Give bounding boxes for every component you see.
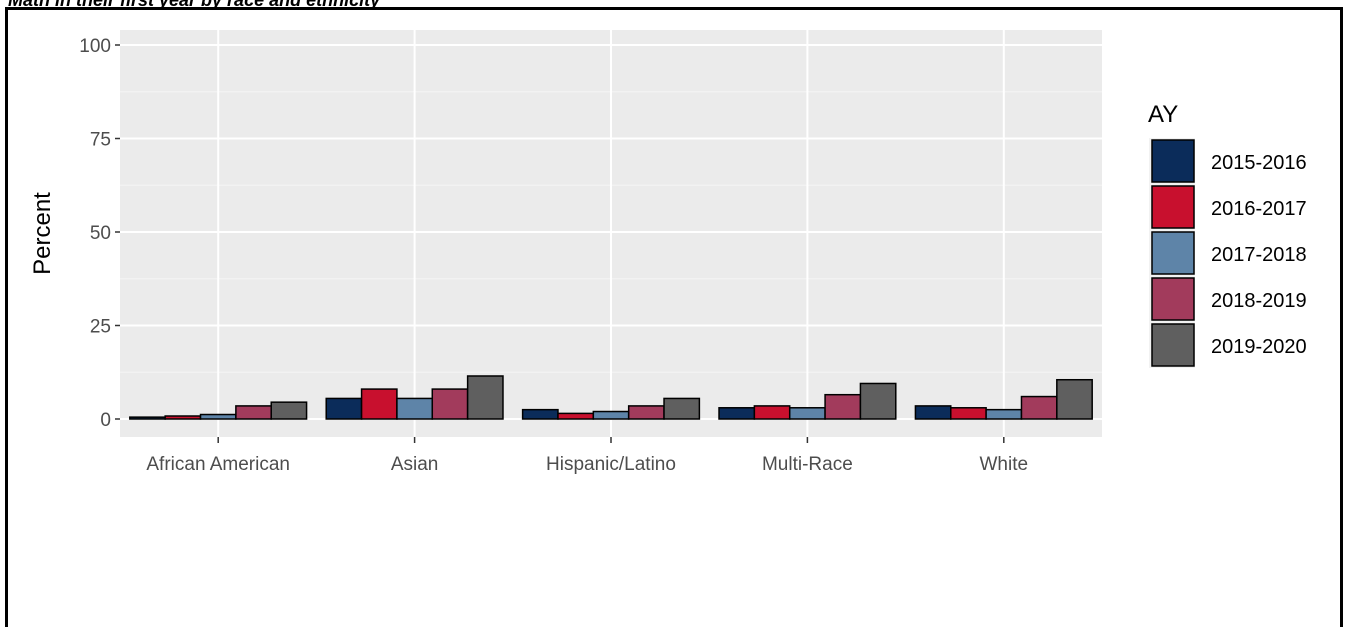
bar (164, 415, 202, 420)
legend-label: 2019-2020 (1211, 336, 1307, 358)
legend-label: 2018-2019 (1211, 290, 1307, 312)
bar (985, 408, 1023, 420)
bar (824, 393, 862, 420)
bar-chart: 0 25 50 75 100 African American Asian Hispanic/… (29, 30, 1307, 475)
y-tick-label: 50 (90, 223, 111, 244)
bar (1020, 395, 1058, 420)
y-tick-label: 100 (79, 36, 111, 57)
legend-title: AY (1148, 101, 1178, 128)
x-tick-label: Asian (391, 454, 439, 475)
bar (950, 407, 987, 420)
bar (1056, 378, 1093, 420)
bar (199, 413, 237, 420)
bar (753, 405, 791, 420)
bar (325, 397, 363, 420)
bar (914, 405, 952, 420)
legend-label: 2017-2018 (1211, 244, 1307, 266)
y-axis-label: Percent (29, 192, 56, 275)
y-tick-label: 0 (100, 410, 111, 431)
legend-swatch (1151, 323, 1195, 367)
bar (663, 397, 701, 420)
legend-swatch (1151, 185, 1195, 229)
x-tick-label: Hispanic/Latino (546, 454, 676, 475)
figure-caption: Math in their first year by race and eth… (8, 0, 381, 10)
bar (521, 408, 559, 420)
x-tick-label: Multi-Race (762, 454, 853, 475)
bar (859, 382, 897, 420)
bar (431, 388, 469, 420)
y-tick-label: 75 (90, 130, 111, 151)
legend-swatch (1151, 139, 1195, 183)
legend-swatch (1151, 277, 1195, 321)
bar (466, 375, 504, 420)
legend-label: 2016-2017 (1211, 198, 1307, 220)
x-tick-label: African American (146, 454, 290, 475)
bar (270, 401, 308, 420)
bar (235, 405, 272, 420)
bar (592, 410, 630, 420)
figure-frame (5, 7, 1343, 627)
bar (788, 407, 826, 420)
bar (360, 388, 398, 420)
bar (396, 397, 434, 420)
bar (627, 405, 665, 420)
y-tick-label: 25 (90, 317, 111, 338)
x-tick-label: White (980, 454, 1029, 475)
bar (129, 416, 166, 420)
bar (557, 412, 595, 420)
legend-swatch (1151, 231, 1195, 275)
bar (718, 407, 756, 420)
legend-label: 2015-2016 (1211, 152, 1307, 174)
